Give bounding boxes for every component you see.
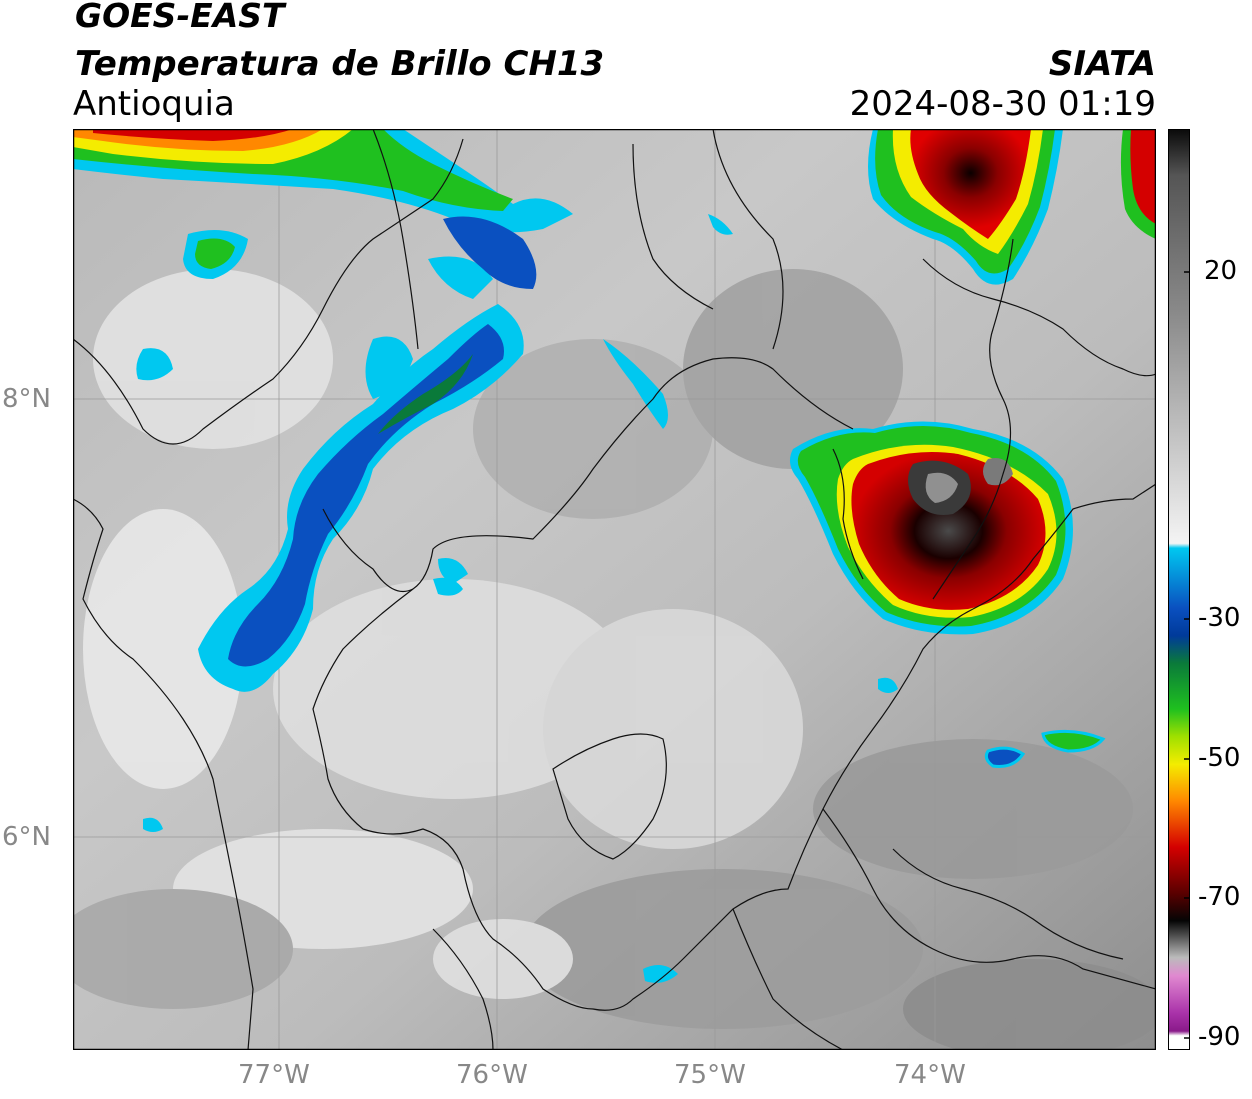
region-label: Antioquia [73, 84, 235, 124]
satellite-title: GOES-EAST [75, 0, 285, 35]
storm-northeast [868, 129, 1156, 285]
colorbar-tick-minus90: -90 [1198, 1022, 1241, 1052]
datetime-label: 2024-08-30 01:19 [849, 84, 1156, 124]
storm-east-center [789, 421, 1073, 635]
lon-label-77W: 77°W [238, 1060, 310, 1090]
lat-label-8N: 8°N [2, 384, 51, 414]
cloud-diagonal-band [136, 216, 537, 692]
lat-label-6N: 6°N [2, 822, 51, 852]
colorbar-tick-minus50: -50 [1198, 743, 1241, 773]
brightness-temperature-map [73, 129, 1156, 1050]
colorbar-tick-minus30: -30 [1198, 603, 1241, 633]
lon-label-76W: 76°W [456, 1060, 528, 1090]
agency-label: SIATA [1048, 44, 1156, 84]
lon-label-75W: 75°W [674, 1060, 746, 1090]
colorbar-tick-20: 20 [1204, 256, 1238, 286]
small-cells [143, 214, 1106, 983]
colorbar-tick-minus70: -70 [1198, 882, 1241, 912]
lon-label-74W: 74°W [894, 1060, 966, 1090]
cloud-nw-band [73, 129, 573, 279]
map-frame [73, 129, 1156, 1050]
product-title: Temperatura de Brillo CH13 [75, 44, 605, 84]
temperature-colorbar [1168, 129, 1190, 1050]
political-boundaries [73, 129, 1156, 1050]
cloud-texture [73, 269, 1156, 1050]
